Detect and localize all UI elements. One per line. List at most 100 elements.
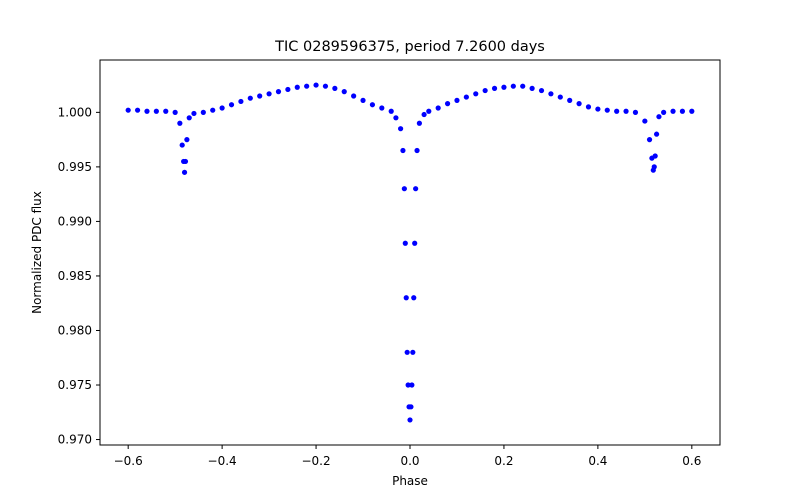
data-point <box>304 83 310 89</box>
data-point <box>285 86 291 93</box>
data-point <box>661 109 667 115</box>
y-tick-label: 1.000 <box>58 105 92 119</box>
data-point <box>454 97 460 103</box>
data-point <box>332 85 338 91</box>
data-point <box>652 153 658 159</box>
data-point <box>134 107 141 113</box>
data-point <box>444 101 451 107</box>
data-point <box>179 142 185 148</box>
data-point <box>520 83 526 89</box>
data-point <box>210 107 216 113</box>
data-point <box>414 147 420 154</box>
data-point <box>407 417 413 423</box>
data-point <box>670 108 676 114</box>
data-point <box>125 107 131 113</box>
data-point <box>567 97 573 103</box>
data-point <box>182 158 189 165</box>
data-point <box>228 102 235 108</box>
data-point <box>351 93 357 99</box>
data-point <box>501 84 507 90</box>
data-point <box>473 91 479 97</box>
data-point <box>510 83 516 89</box>
data-point <box>614 108 620 114</box>
y-axis-label: Normalized PDC flux <box>30 191 44 314</box>
data-point <box>404 349 410 355</box>
data-point <box>181 169 188 175</box>
y-tick-label: 0.990 <box>58 214 92 228</box>
data-point <box>656 114 662 120</box>
data-point <box>411 295 417 301</box>
data-point <box>421 111 427 118</box>
data-point <box>557 94 563 100</box>
data-point <box>257 93 263 99</box>
data-point <box>405 382 411 388</box>
data-point <box>163 108 169 114</box>
data-point <box>144 108 150 114</box>
data-point <box>401 186 407 192</box>
data-point <box>529 85 535 91</box>
data-point <box>538 87 545 94</box>
data-point <box>313 82 319 88</box>
x-tick-label: 0.2 <box>494 454 513 468</box>
data-point <box>604 107 610 113</box>
data-point <box>679 108 686 114</box>
data-point <box>369 102 376 108</box>
data-point <box>426 108 432 114</box>
data-point <box>266 91 272 97</box>
data-point <box>463 94 469 100</box>
data-point <box>403 295 409 301</box>
data-point <box>646 137 653 143</box>
data-point <box>275 89 282 95</box>
data-point <box>398 126 404 132</box>
x-tick-label: 0.6 <box>682 454 701 468</box>
data-point <box>632 109 639 115</box>
data-point <box>200 109 206 115</box>
data-point <box>595 106 601 112</box>
data-point <box>409 382 415 388</box>
x-tick-label: −0.6 <box>114 454 143 468</box>
data-point <box>184 137 190 143</box>
data-point <box>651 164 657 170</box>
data-point <box>341 89 347 95</box>
x-tick-label: −0.2 <box>301 454 330 468</box>
scatter-points <box>125 82 695 423</box>
x-tick-label: 0.4 <box>588 454 607 468</box>
data-point <box>153 108 159 114</box>
y-axis-ticks: 0.970 0.975 0.980 0.985 0.990 0.995 1.000 <box>58 105 100 447</box>
data-point <box>393 115 399 121</box>
data-point <box>413 186 419 192</box>
data-point <box>238 98 244 105</box>
data-point <box>360 97 366 103</box>
data-point <box>379 105 385 111</box>
y-tick-label: 0.980 <box>58 323 92 337</box>
data-point <box>388 108 394 114</box>
data-point <box>172 109 178 115</box>
data-point <box>416 120 422 126</box>
data-point <box>191 110 197 117</box>
y-tick-label: 0.970 <box>58 433 92 447</box>
x-tick-label: 0.0 <box>400 454 419 468</box>
data-point <box>642 118 648 124</box>
data-point <box>623 108 629 114</box>
data-point <box>576 101 582 107</box>
data-point <box>410 349 416 355</box>
data-point <box>653 131 660 137</box>
data-point <box>294 84 300 90</box>
y-tick-label: 0.985 <box>58 269 92 283</box>
data-point <box>322 83 329 89</box>
data-point <box>491 85 498 91</box>
y-tick-label: 0.975 <box>58 378 92 392</box>
data-point <box>177 120 183 126</box>
data-point <box>219 105 225 111</box>
data-point <box>435 105 441 111</box>
x-tick-label: −0.4 <box>208 454 237 468</box>
data-point <box>186 115 192 121</box>
data-point <box>408 404 414 410</box>
data-point <box>482 87 488 94</box>
data-point <box>400 147 406 154</box>
x-axis-ticks: −0.6 −0.4 −0.2 0.0 0.2 0.4 0.6 <box>114 445 701 468</box>
data-point <box>402 240 408 246</box>
